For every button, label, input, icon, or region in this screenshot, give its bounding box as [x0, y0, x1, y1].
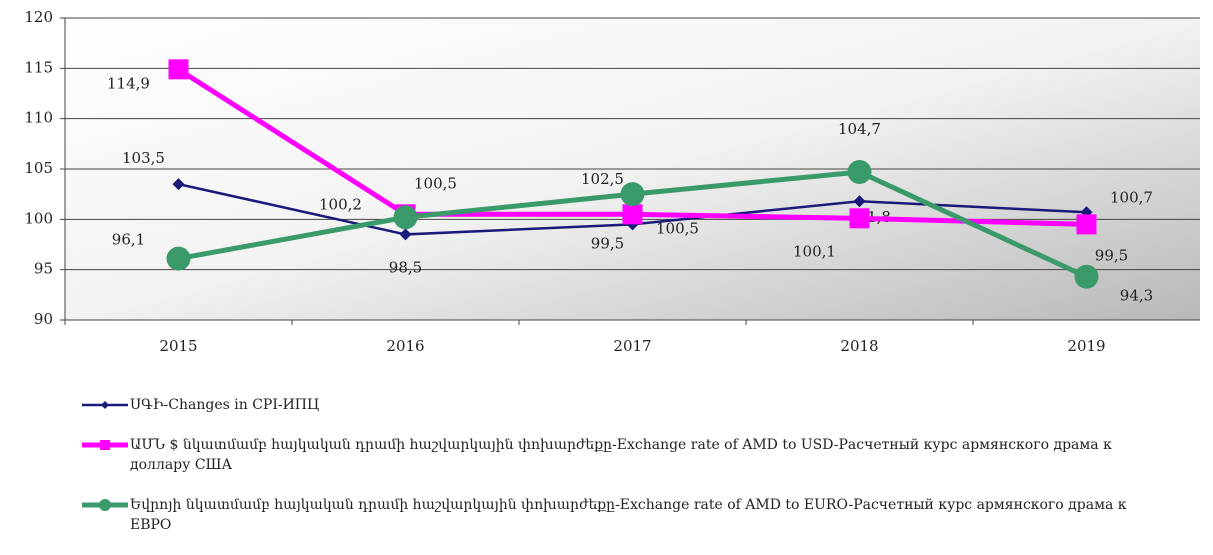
- marker: [853, 195, 866, 208]
- legend-swatch: [82, 440, 128, 450]
- data-label: 96,1: [112, 231, 145, 249]
- data-label: 99,5: [591, 234, 624, 252]
- data-label: 114,9: [107, 74, 150, 92]
- legend-item: ՍԳԻ-Changes in CPI-ИПЦ: [80, 395, 1180, 415]
- data-label: 102,5: [581, 170, 624, 188]
- x-tick-label: 2018: [840, 337, 878, 355]
- data-label: 100,5: [414, 174, 457, 192]
- y-tick-label: 110: [24, 109, 53, 127]
- marker: [166, 246, 191, 271]
- x-tick-label: 2015: [159, 337, 197, 355]
- data-label: 98,5: [389, 258, 422, 276]
- data-label: 100,5: [656, 219, 699, 237]
- marker: [622, 204, 643, 225]
- chart: 90 95 100 105 110 115 120 2015 2016 2017 2018 2019 1…: [24, 8, 1200, 355]
- marker: [849, 208, 870, 229]
- x-tick-label: 2016: [386, 337, 424, 355]
- y-tick-label: 115: [24, 58, 53, 76]
- marker: [168, 59, 189, 80]
- marker: [620, 182, 645, 207]
- legend-label: Եվրոյի նկատմամբ հայկական դրամի հաշվարկայ…: [130, 497, 1127, 533]
- data-label: 100,2: [319, 195, 362, 213]
- marker: [847, 160, 872, 185]
- marker: [172, 178, 185, 191]
- legend-item: ԱՄՆ $ նկատմամբ հայկական դրամի հաշվարկայի…: [80, 435, 1180, 475]
- legend: ՍԳԻ-Changes in CPI-ИПЦ ԱՄՆ $ նկատմամբ հայ…: [80, 395, 1180, 555]
- marker: [399, 228, 412, 241]
- x-tick-label: 2017: [613, 337, 651, 355]
- data-label: 100,7: [1110, 188, 1153, 206]
- legend-item: Եվրոյի նկատմամբ հայկական դրամի հաշվարկայ…: [80, 495, 1180, 535]
- legend-label: ՍԳԻ-Changes in CPI-ИПЦ: [130, 397, 320, 413]
- marker: [101, 401, 109, 409]
- data-label: 100,1: [793, 242, 836, 260]
- legend-swatch: [82, 499, 128, 511]
- y-tick-label: 100: [24, 209, 53, 227]
- marker: [393, 205, 418, 230]
- data-label: 104,7: [838, 120, 881, 138]
- legend-swatch: [82, 401, 128, 409]
- marker: [1074, 264, 1099, 289]
- y-tick-label: 95: [34, 260, 53, 278]
- marker: [1076, 214, 1097, 235]
- data-label: 103,5: [122, 149, 165, 167]
- data-label: 94,3: [1120, 287, 1153, 305]
- y-tick-label: 90: [34, 310, 53, 328]
- x-tick-label: 2019: [1067, 337, 1105, 355]
- data-label: 99,5: [1095, 246, 1128, 264]
- marker: [99, 499, 111, 511]
- y-tick-label: 105: [24, 159, 53, 177]
- y-tick-label: 120: [24, 8, 53, 26]
- marker: [100, 440, 110, 450]
- legend-label: ԱՄՆ $ նկատմամբ հայկական դրամի հաշվարկայի…: [130, 437, 1112, 473]
